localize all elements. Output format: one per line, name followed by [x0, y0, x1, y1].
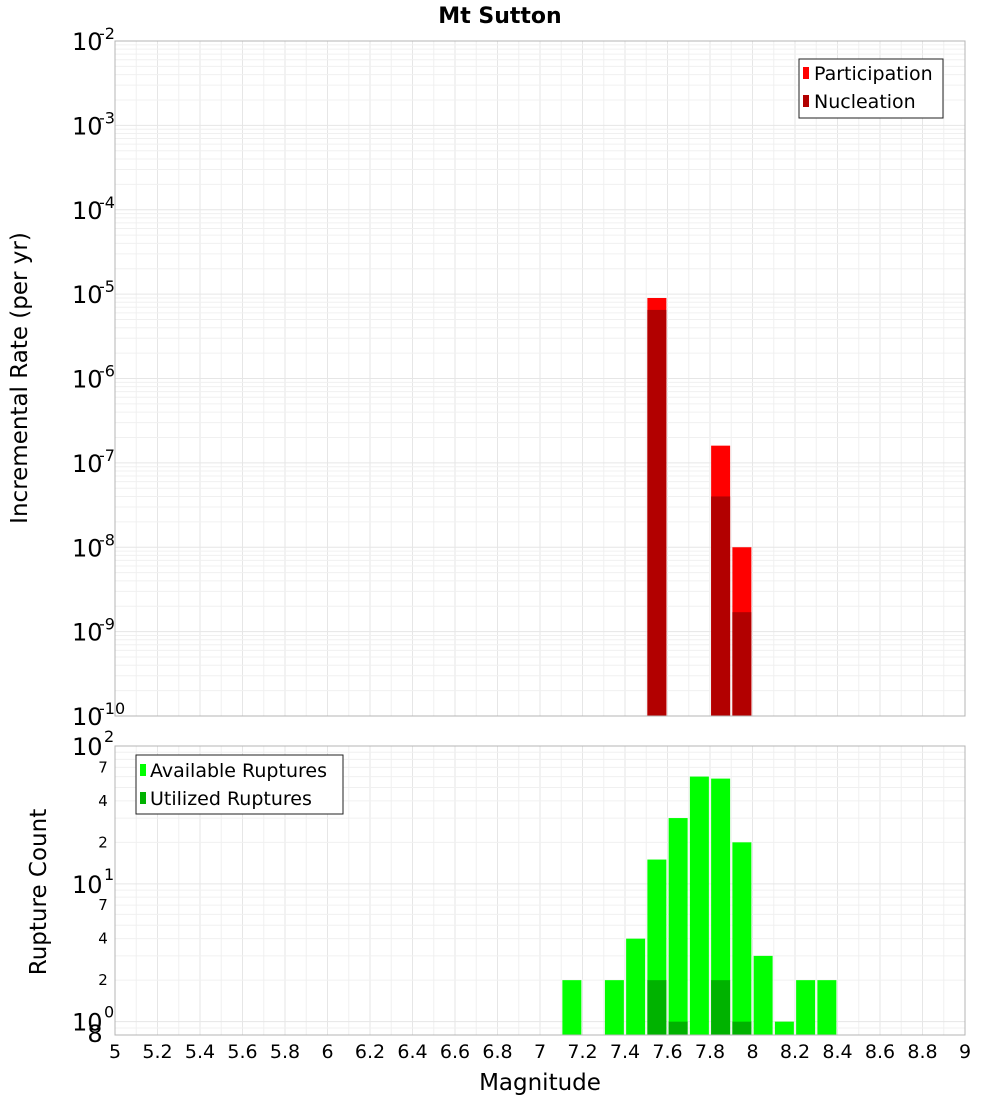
- x-tick-label: 9: [959, 1041, 971, 1063]
- rate-y-tick-exponent: -9: [99, 615, 115, 634]
- count-y-minor-tick-label: 2: [98, 971, 108, 989]
- x-tick-label: 5.2: [142, 1041, 172, 1063]
- rate-plot-legend: Participation Nucleation: [798, 58, 944, 119]
- x-tick-label: 5: [109, 1041, 121, 1063]
- legend-swatch-available: [140, 764, 146, 776]
- rate-y-tick-label: 10: [72, 534, 103, 562]
- legend-swatch-participation: [803, 67, 809, 79]
- x-tick-label: 6: [321, 1041, 333, 1063]
- legend-label-available: Available Ruptures: [150, 760, 327, 782]
- count-y-minor-tick-label: 7: [98, 758, 108, 776]
- count-bar-available-ruptures-6: [711, 778, 731, 1035]
- count-y-tick-exponent: 0: [104, 1003, 114, 1022]
- x-tick-label: 7: [534, 1041, 546, 1063]
- count-y-tick-exponent: 2: [104, 727, 114, 746]
- count-bar-available-ruptures-9: [774, 1021, 794, 1035]
- x-tick-label: 8: [746, 1041, 758, 1063]
- count-plot-x-ticks: 5 5.2 5.4 5.6 5.8 6 6.2 6.4 6.6 6.8 7 7.2 7.4 7.6 7.8 8…: [109, 1041, 971, 1063]
- count-y-tick-label: 10: [72, 733, 103, 761]
- x-tick-label: 7.2: [567, 1041, 597, 1063]
- rate-y-tick-label: 10: [72, 619, 103, 647]
- count-bar-available-ruptures-4: [668, 818, 688, 1035]
- chart-title: Mt Sutton: [438, 4, 561, 29]
- count-bar-available-ruptures-2: [626, 938, 646, 1035]
- rate-y-tick-label: 10: [72, 281, 103, 309]
- rate-plot-frame: [114, 40, 966, 717]
- legend-swatch-utilized: [140, 792, 146, 804]
- x-tick-label: 5.6: [227, 1041, 257, 1063]
- x-tick-label: 6.6: [440, 1041, 470, 1063]
- legend-swatch-nucleation: [803, 95, 809, 107]
- x-axis-label: Magnitude: [479, 1070, 601, 1096]
- rate-y-tick-exponent: -8: [99, 530, 115, 549]
- rate-y-tick-exponent: -7: [99, 446, 115, 465]
- count-plot-legend: Available Ruptures Utilized Ruptures: [135, 754, 344, 815]
- x-tick-label: 7.4: [610, 1041, 640, 1063]
- rate-y-tick-label: 10: [72, 197, 103, 225]
- rate-y-tick-label: 10: [72, 28, 103, 56]
- rate-y-tick-exponent: -3: [99, 108, 115, 127]
- count-bar-utilized-ruptures-2: [711, 980, 731, 1035]
- count-y-minor-tick-label: 4: [98, 792, 108, 810]
- count-y-minor-tick-label: 7: [98, 896, 108, 914]
- count-bar-available-ruptures-8: [753, 955, 773, 1035]
- rate-y-tick-exponent: -6: [99, 362, 115, 381]
- x-tick-label: 8.2: [780, 1041, 810, 1063]
- x-tick-label: 8.6: [865, 1041, 895, 1063]
- count-y-tick-label: 10: [72, 1009, 103, 1037]
- x-tick-label: 8.8: [907, 1041, 937, 1063]
- count-y-minor-tick-label: 2: [98, 833, 108, 851]
- count-y-tick-label: 10: [72, 871, 103, 899]
- rate-bar-nucleation-1: [711, 496, 731, 716]
- count-bar-utilized-ruptures-1: [668, 1021, 688, 1035]
- x-tick-label: 5.8: [270, 1041, 300, 1063]
- count-y-minor-tick-label: 8: [87, 1020, 102, 1048]
- count-bar-utilized-ruptures-3: [732, 1021, 752, 1035]
- rate-plot-y-axis-label: Incremental Rate (per yr): [7, 232, 33, 524]
- count-bar-available-ruptures-1: [604, 980, 624, 1035]
- rate-y-tick-exponent: -2: [99, 24, 115, 43]
- legend-label-participation: Participation: [814, 63, 933, 85]
- rate-y-tick-label: 10: [72, 450, 103, 478]
- x-tick-label: 6.8: [482, 1041, 512, 1063]
- count-y-tick-exponent: 1: [104, 865, 114, 884]
- x-tick-label: 6.2: [355, 1041, 385, 1063]
- x-tick-label: 7.8: [695, 1041, 725, 1063]
- rate-y-tick-label: 10: [72, 112, 103, 140]
- count-bar-available-ruptures-7: [732, 842, 752, 1035]
- legend-label-nucleation: Nucleation: [814, 91, 916, 113]
- x-tick-label: 8.4: [822, 1041, 852, 1063]
- count-plot-bars: [562, 776, 837, 1035]
- count-bar-available-ruptures-11: [817, 980, 837, 1035]
- rate-plot-bars: [647, 297, 752, 716]
- rate-y-tick-exponent: -5: [99, 277, 115, 296]
- x-tick-label: 7.6: [652, 1041, 682, 1063]
- count-plot-y-axis-label: Rupture Count: [26, 809, 52, 975]
- rate-y-tick-label: 10: [72, 703, 103, 731]
- rate-y-tick-exponent: -4: [99, 193, 115, 212]
- rate-y-tick-exponent: -10: [99, 699, 125, 718]
- count-bar-utilized-ruptures-0: [647, 980, 667, 1035]
- x-tick-label: 5.4: [185, 1041, 215, 1063]
- rate-bar-nucleation-0: [647, 309, 667, 716]
- count-bar-available-ruptures-5: [689, 776, 709, 1035]
- x-tick-label: 6.4: [397, 1041, 427, 1063]
- rate-y-tick-label: 10: [72, 366, 103, 394]
- count-bar-available-ruptures-0: [562, 980, 582, 1035]
- legend-label-utilized: Utilized Ruptures: [150, 788, 312, 810]
- rate-plot-grid: [114, 40, 966, 717]
- rate-bar-nucleation-2: [732, 612, 752, 716]
- count-plot-frame: [114, 745, 966, 1036]
- count-bar-available-ruptures-10: [796, 980, 816, 1035]
- count-y-minor-tick-label: 4: [98, 930, 108, 948]
